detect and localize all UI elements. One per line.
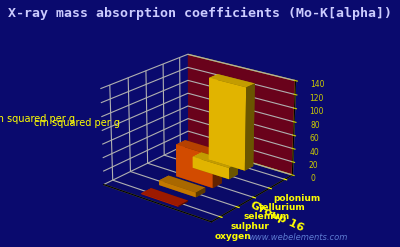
Text: www.webelements.com: www.webelements.com [248, 233, 347, 242]
Text: cm squared per g: cm squared per g [0, 114, 75, 124]
Text: Group 16: Group 16 [248, 200, 305, 233]
Text: X-ray mass absorption coefficients (Mo-K[alpha]): X-ray mass absorption coefficients (Mo-K… [8, 7, 392, 21]
